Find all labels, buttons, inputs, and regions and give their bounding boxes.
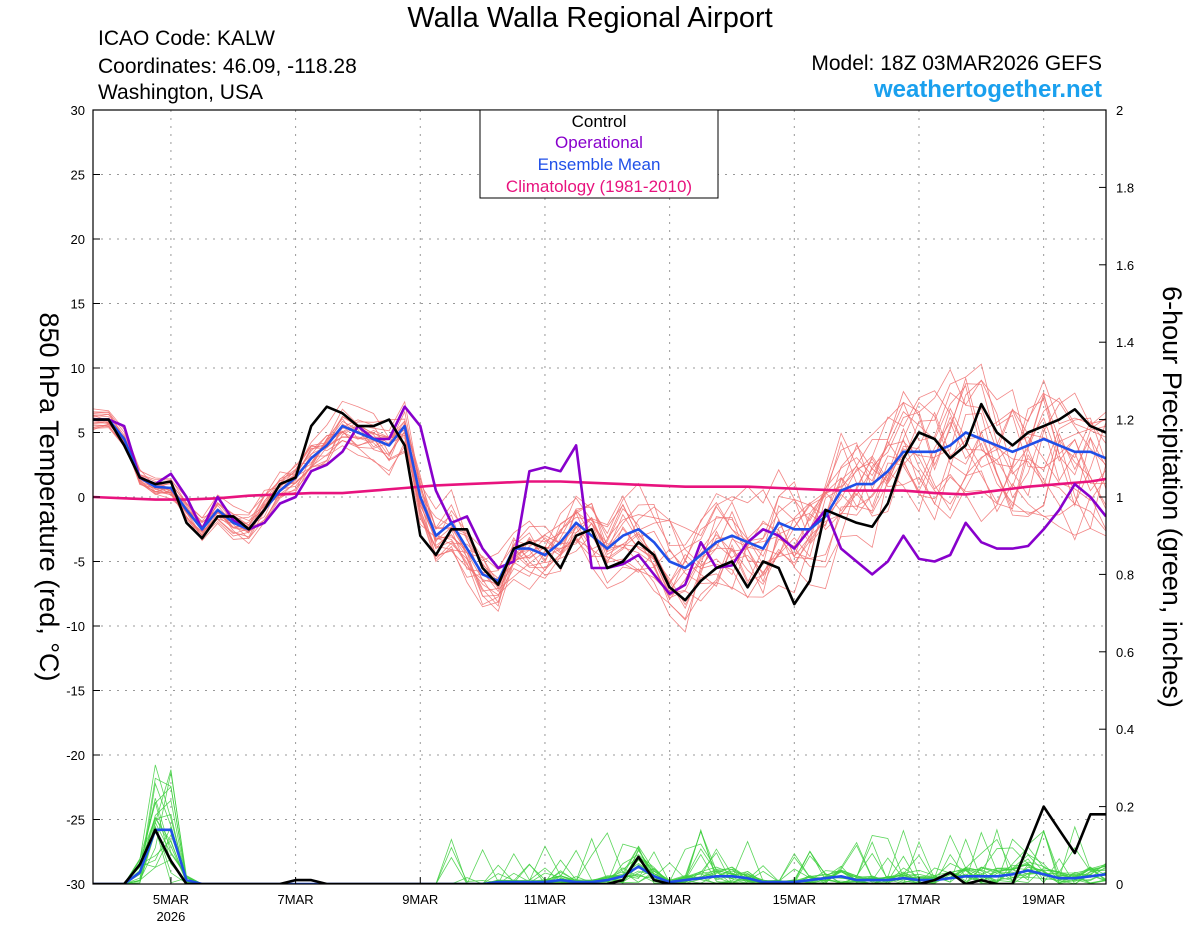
y-right-tick-label: 1.2	[1116, 413, 1134, 428]
x-tick-label: 11MAR	[524, 892, 566, 907]
y-left-label: 850 hPa Temperature (red, °C)	[34, 313, 64, 682]
x-tick-label: 9MAR	[402, 892, 438, 907]
ensemble-member-precipitation	[93, 769, 1106, 884]
y-right-tick-label: 1.6	[1116, 258, 1134, 273]
y-right-tick-label: 2	[1116, 103, 1123, 118]
y-left-tick-label: 15	[71, 297, 85, 312]
ensemble-member-temperature	[93, 397, 1106, 613]
legend: Control Operational Ensemble Mean Climat…	[479, 109, 719, 199]
ensemble-member-precipitation	[93, 801, 1106, 884]
y-right-tick-label: 1.4	[1116, 335, 1134, 350]
y-left-tick-label: -25	[66, 813, 85, 828]
series-operational	[93, 405, 1106, 596]
y-right-tick-label: 1	[1116, 490, 1123, 505]
x-tick-label: 19MAR	[1022, 892, 1065, 907]
x-tick-label: 17MAR	[897, 892, 940, 907]
ensemble-member-temperature	[93, 401, 1106, 607]
chart-title: Walla Walla Regional Airport	[407, 2, 773, 34]
ensemble-member-temperature	[93, 379, 1106, 595]
y-left-tick-label: 30	[71, 103, 85, 118]
coordinates: Coordinates: 46.09, -118.28	[98, 55, 357, 78]
y-right-tick-label: 0.2	[1116, 800, 1134, 815]
x-tick-label: 15MAR	[773, 892, 816, 907]
legend-ensemble-mean: Ensemble Mean	[538, 155, 661, 174]
y-left-tick-label: 0	[78, 490, 85, 505]
ensemble-member-precipitation	[93, 821, 1106, 884]
ensemble-member-temperature	[93, 368, 1106, 598]
ensemble-member-precipitation	[93, 786, 1106, 884]
ensemble-member-temperature	[93, 391, 1106, 610]
y-left-tick-label: 10	[71, 361, 85, 376]
series-control-precipitation	[93, 805, 1106, 884]
icao-code: ICAO Code: KALW	[98, 27, 276, 50]
y-right-tick-label: 0	[1116, 877, 1123, 892]
y-left-tick-label: -5	[73, 555, 85, 570]
ensemble-member-precipitation	[93, 837, 1106, 884]
grid-lines	[93, 110, 1106, 884]
y-right-tick-label: 1.8	[1116, 180, 1134, 195]
x-tick-label: 13MAR	[648, 892, 691, 907]
legend-climatology: Climatology (1981-2010)	[506, 177, 692, 196]
ensemble-member-precipitation	[93, 777, 1106, 884]
y-right-label: 6-hour Precipitation (green, inches)	[1157, 286, 1187, 708]
ensemble-member-temperature	[93, 422, 1106, 587]
website-link[interactable]: weathertogether.net	[873, 76, 1102, 103]
y-left-tick-label: -10	[66, 619, 85, 634]
legend-operational: Operational	[555, 133, 643, 152]
y-left-tick-label: -15	[66, 684, 85, 699]
y-left-tick-label: 20	[71, 232, 85, 247]
model-run: Model: 18Z 03MAR2026 GEFS	[811, 52, 1102, 75]
legend-box	[479, 109, 719, 199]
series-lines	[93, 402, 1106, 884]
ensemble-member-temperature	[93, 421, 1106, 604]
ensemble-member-precipitation	[93, 764, 1106, 884]
legend-control: Control	[572, 112, 627, 131]
ensemble-member-precipitation	[93, 782, 1106, 884]
region: Washington, USA	[98, 81, 263, 104]
x-tick-label: 5MAR	[153, 892, 189, 907]
series-control	[93, 402, 1106, 606]
x-tick-label: 7MAR	[278, 892, 314, 907]
y-left-tick-label: 5	[78, 426, 85, 441]
series-climatology-1981-2010	[93, 477, 1106, 501]
y-right-tick-label: 0.8	[1116, 567, 1134, 582]
y-right-tick-label: 0.4	[1116, 722, 1134, 737]
x-tick-year: 2026	[156, 909, 185, 924]
y-right-tick-label: 0.6	[1116, 645, 1134, 660]
axes: -30 -25 -20 -15 -10 -5 0 5 10 15 20 25 30 0 0.2 0.4 0.6 0…	[66, 103, 1134, 924]
y-left-tick-label: -30	[66, 877, 85, 892]
ensemble-member-precipitation	[93, 772, 1106, 884]
y-left-tick-label: -20	[66, 748, 85, 763]
y-left-tick-label: 25	[71, 168, 85, 183]
